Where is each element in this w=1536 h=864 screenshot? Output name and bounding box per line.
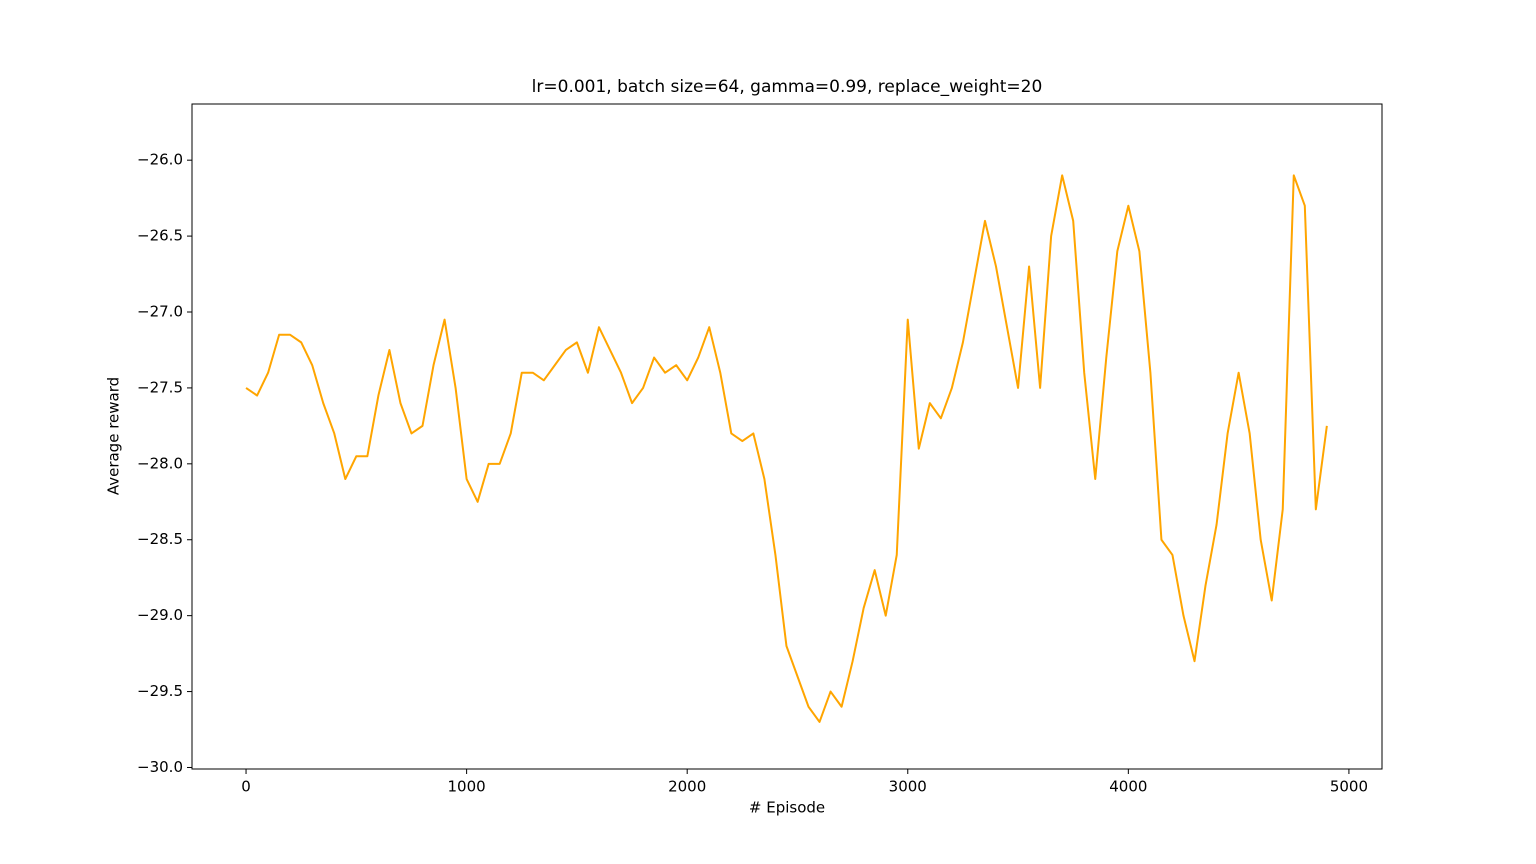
y-tick-label: −29.0 (137, 606, 183, 624)
x-tick-label: 4000 (1109, 778, 1147, 796)
y-tick-label: −28.0 (137, 454, 183, 472)
y-tick-label: −27.0 (137, 303, 183, 321)
y-tick-label: −28.5 (137, 530, 183, 548)
y-tick-label: −27.5 (137, 378, 183, 396)
y-tick-label: −30.0 (137, 758, 183, 776)
x-tick-label: 5000 (1330, 778, 1368, 796)
chart-title: lr=0.001, batch size=64, gamma=0.99, rep… (532, 77, 1043, 97)
x-tick-label: 0 (241, 778, 251, 796)
plot-frame (191, 103, 1383, 770)
y-axis-label: Average reward (105, 377, 123, 495)
y-tick-label: −29.5 (137, 682, 183, 700)
line-series (245, 174, 1328, 723)
x-axis-label: # Episode (749, 799, 825, 817)
y-tick-label: −26.5 (137, 227, 183, 245)
x-tick-label: 2000 (668, 778, 706, 796)
x-tick-label: 1000 (448, 778, 486, 796)
y-tick-label: −26.0 (137, 151, 183, 169)
x-tick-label: 3000 (889, 778, 927, 796)
